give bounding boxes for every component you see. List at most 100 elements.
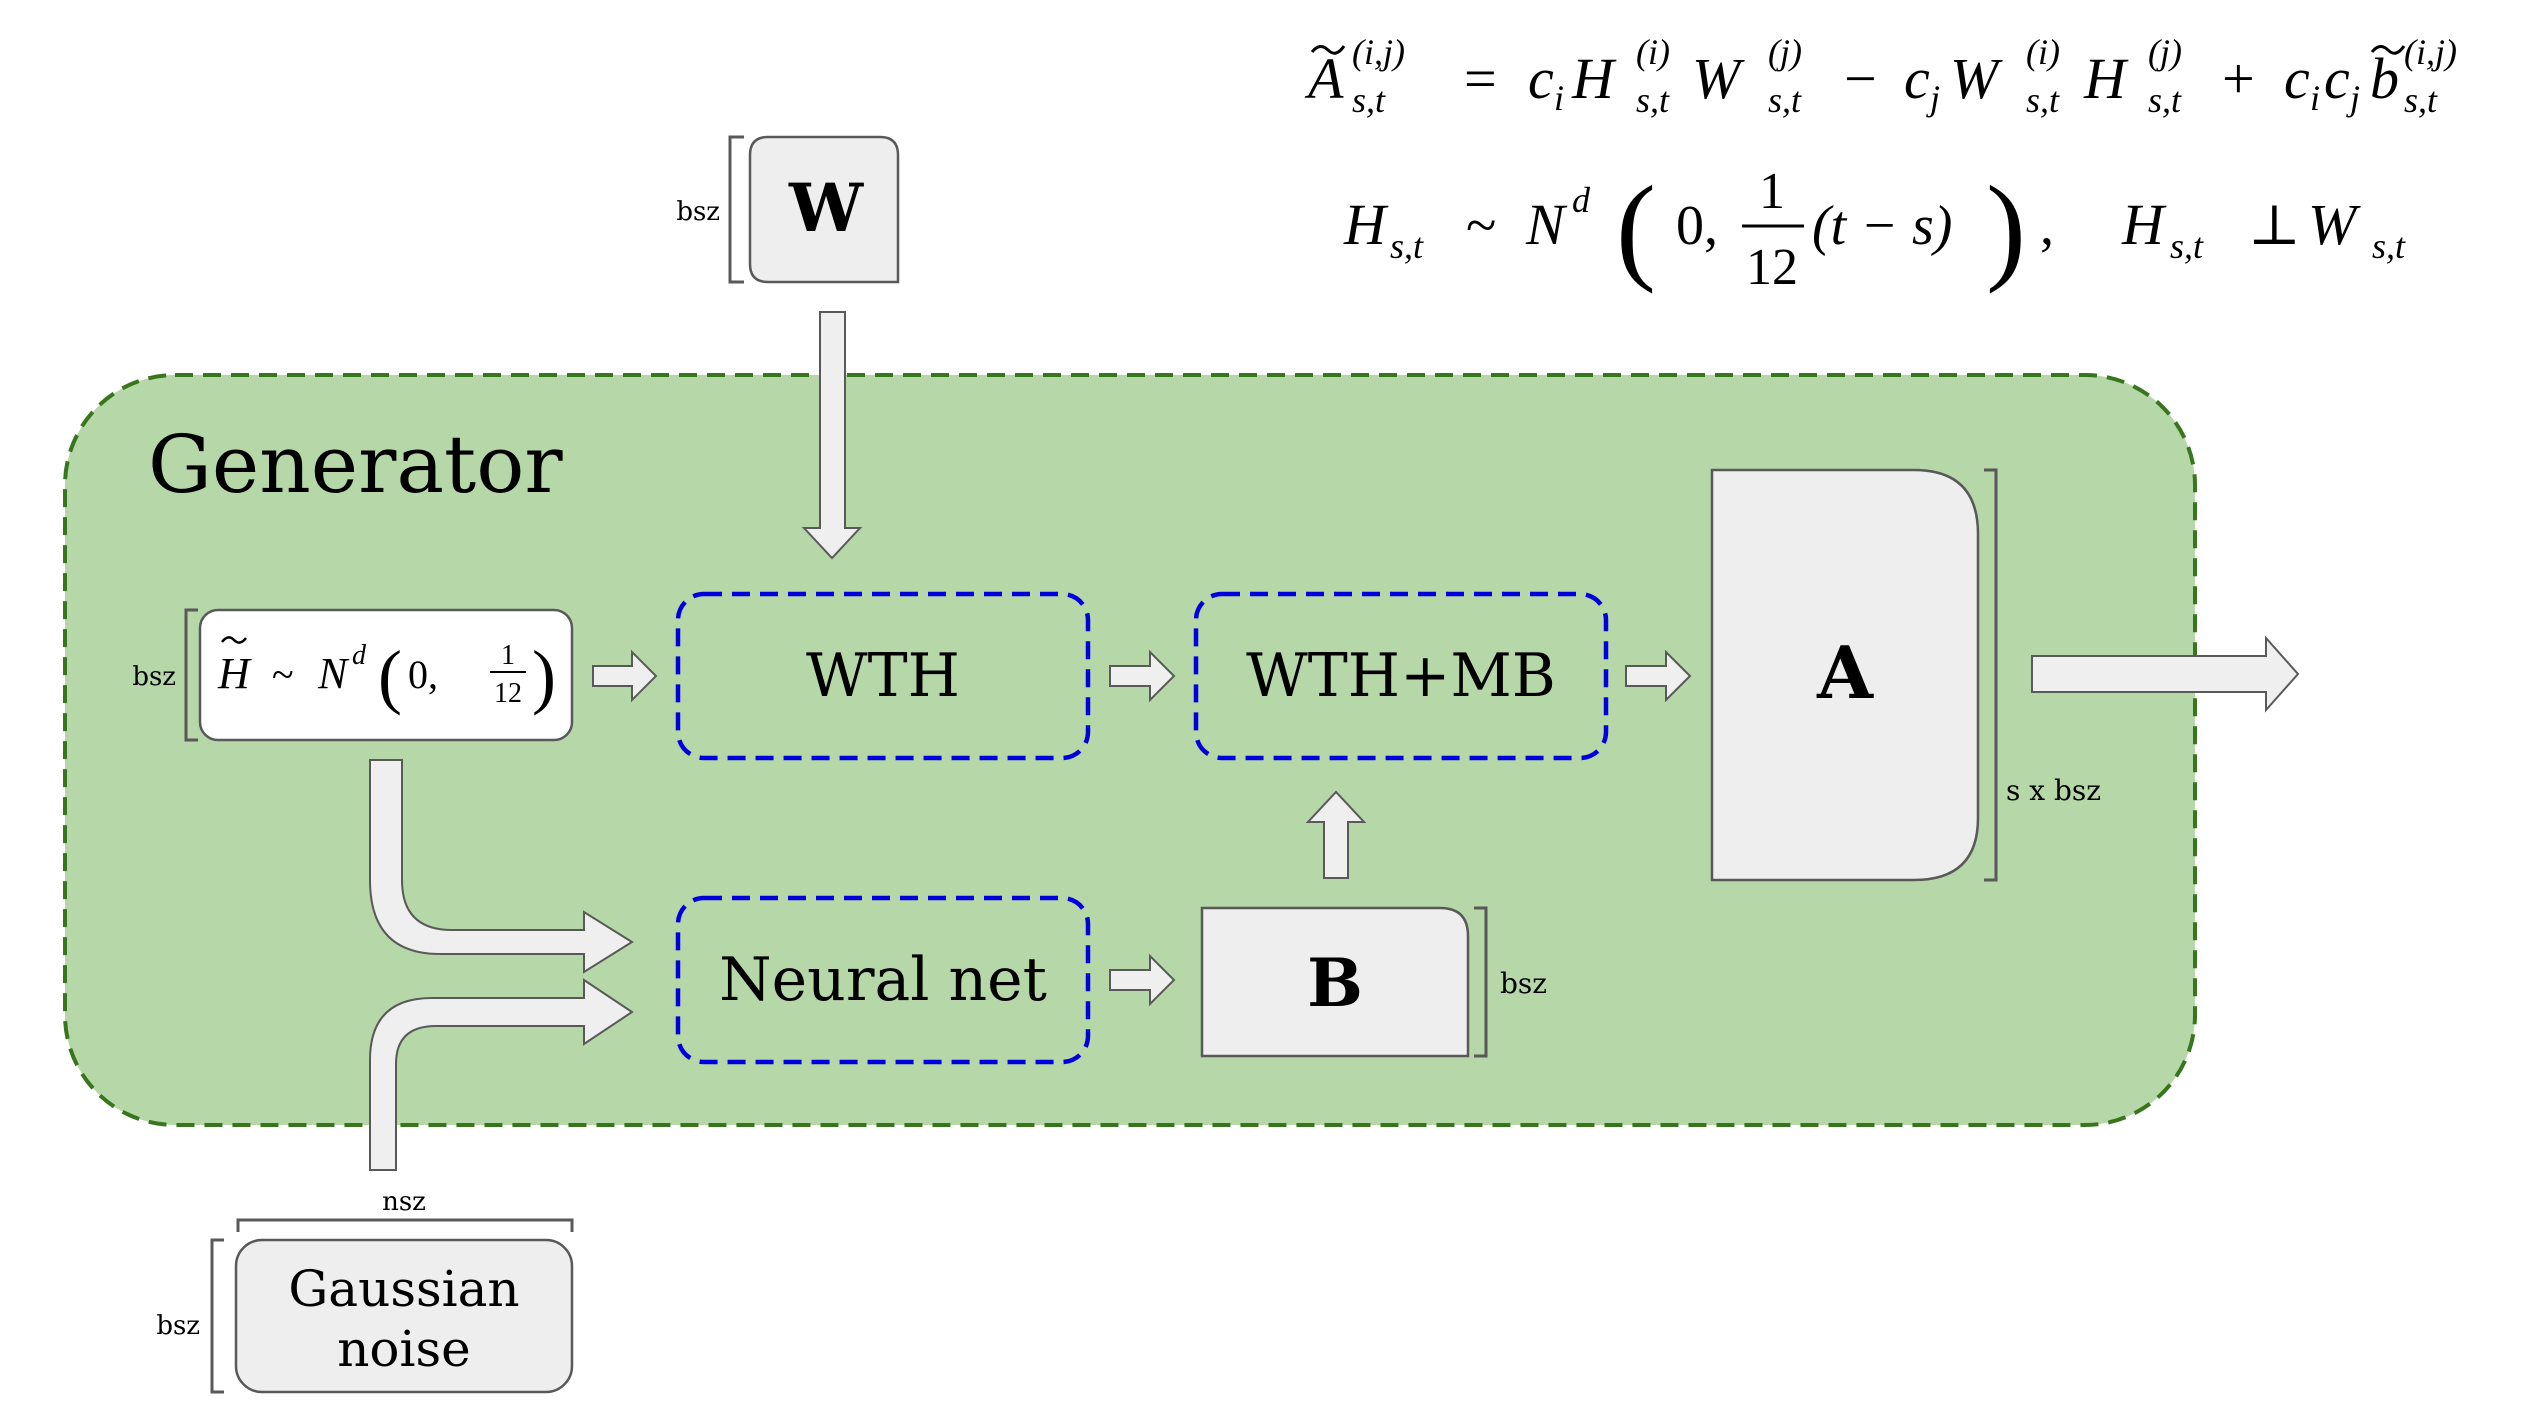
b-box xyxy=(1200,906,1470,1058)
eq2-w-sub: s,t xyxy=(2372,226,2406,266)
h-tilde xyxy=(221,636,247,644)
wth-label: WTH xyxy=(806,641,960,711)
h-frac-den: 12 xyxy=(494,678,522,709)
eq1-h1-sub: s,t xyxy=(1636,80,1670,120)
eq1-a: A xyxy=(1304,46,1344,111)
h-paren-close: ) xyxy=(532,636,556,716)
equation-2: H s,t ~ N d ( 0, 1 12 (t − s) ) , H s,t … xyxy=(1343,161,2406,296)
wthmb-node xyxy=(1193,591,1609,761)
h-paren-open: ( xyxy=(378,636,402,716)
eq1-w2: W xyxy=(1950,46,2003,111)
eq1-h2-sub: s,t xyxy=(2148,80,2182,120)
eq2-n: N xyxy=(1525,192,1568,257)
wth-node xyxy=(675,591,1091,761)
arrow-wth-to-wthmb xyxy=(1109,649,1176,703)
h-bracket xyxy=(184,608,198,742)
eq1-b-sup: (i,j) xyxy=(2404,32,2457,72)
noise-left-dim-label: bsz xyxy=(156,1311,200,1341)
eq1-h2-sup: (j) xyxy=(2148,32,2182,72)
eq1-w2-sup: (i) xyxy=(2026,32,2060,72)
arrow-h-to-nn xyxy=(369,759,634,974)
eq1-b-sub: s,t xyxy=(2404,80,2438,120)
h-symbol: H xyxy=(217,649,252,698)
w-box xyxy=(748,135,900,284)
equation-1: A (i,j) s,t = c i H (i) s,t W (j) s,t − … xyxy=(1304,32,2457,120)
eq2-frac-den: 12 xyxy=(1746,239,1798,296)
h-normal-n: N xyxy=(317,649,350,698)
eq2-h2: H xyxy=(2121,192,2167,257)
eq1-b-tilde xyxy=(2370,45,2406,55)
eq1-c4-sub: j xyxy=(2346,78,2360,118)
w-label: W xyxy=(788,169,864,247)
h-zero: 0, xyxy=(408,652,438,697)
b-dim-label: bsz xyxy=(1500,967,1547,1000)
w-dim-label: bsz xyxy=(676,197,720,227)
eq1-cj-sub: j xyxy=(1926,78,1940,118)
eq2-frac-num: 1 xyxy=(1759,163,1785,220)
eq2-h2-sub: s,t xyxy=(2170,226,2204,266)
eq1-c3: c xyxy=(2284,46,2310,111)
eq1-ci-sub: i xyxy=(1554,78,1564,118)
a-dim-label: s x bsz xyxy=(2006,774,2101,807)
eq2-sim: ~ xyxy=(1466,195,1496,257)
eq1-equals: = xyxy=(1464,46,1497,111)
eq1-ci: c xyxy=(1528,46,1554,111)
h-sim: ~ xyxy=(272,652,294,697)
eq1-w1: W xyxy=(1692,46,1745,111)
arrow-noise-to-nn xyxy=(369,978,634,1171)
eq2-n-sup: d xyxy=(1572,180,1591,220)
eq2-tail: (t − s) xyxy=(1812,195,1952,257)
eq1-a-sub: s,t xyxy=(1352,80,1386,120)
neural-net-label: Neural net xyxy=(719,945,1047,1015)
arrow-w-to-wth xyxy=(801,311,863,560)
h-sup-d: d xyxy=(352,640,367,671)
eq2-zero: 0, xyxy=(1676,195,1718,257)
eq1-cj: c xyxy=(1904,46,1930,111)
noise-top-bracket xyxy=(236,1218,574,1232)
eq1-h1-sup: (i) xyxy=(1636,32,1670,72)
eq1-a-sup: (i,j) xyxy=(1352,32,1405,72)
noise-left-bracket xyxy=(210,1238,224,1394)
eq1-c4: c xyxy=(2324,46,2350,111)
wthmb-label: WTH+MB xyxy=(1246,641,1556,711)
eq2-comma: , xyxy=(2040,195,2054,257)
noise-label-line1: Gaussian xyxy=(288,1260,519,1318)
noise-top-dim-label: nsz xyxy=(382,1187,426,1217)
b-bracket xyxy=(1474,906,1488,1058)
eq2-paren-close: ) xyxy=(1986,161,2026,294)
arrow-h-to-wth xyxy=(592,649,658,703)
gaussian-noise-box xyxy=(234,1238,574,1394)
eq2-perp: ⊥ xyxy=(2248,195,2301,257)
eq1-w2-sub: s,t xyxy=(2026,80,2060,120)
w-bracket xyxy=(728,135,744,284)
h-distribution-box xyxy=(198,608,574,742)
h-dim-label: bsz xyxy=(132,662,176,692)
eq2-h: H xyxy=(1343,192,1389,257)
a-box xyxy=(1710,468,1980,882)
b-label: B xyxy=(1307,944,1363,1022)
a-bracket xyxy=(1984,468,1998,882)
eq1-plus: + xyxy=(2222,46,2255,111)
eq1-c3-sub: i xyxy=(2310,78,2320,118)
eq1-minus: − xyxy=(1844,46,1877,111)
h-distribution-formula: H ~ N d ( 0, 1 12 ) xyxy=(217,636,556,716)
neural-net-node xyxy=(675,895,1091,1065)
arrow-a-output xyxy=(2031,635,2300,713)
eq1-w1-sup: (j) xyxy=(1768,32,1802,72)
h-frac-num: 1 xyxy=(501,640,515,671)
eq2-paren-open: ( xyxy=(1616,161,1656,294)
eq1-a-tilde xyxy=(1310,45,1346,55)
eq1-b: b xyxy=(2370,46,2399,111)
arrow-nn-to-b xyxy=(1109,953,1176,1007)
eq2-w: W xyxy=(2308,192,2361,257)
noise-label-line2: noise xyxy=(337,1320,471,1378)
a-label: A xyxy=(1816,630,1874,715)
generator-title: Generator xyxy=(148,418,563,511)
arrow-wthmb-to-a xyxy=(1625,649,1692,703)
eq1-w1-sub: s,t xyxy=(1768,80,1802,120)
arrow-b-to-wthmb xyxy=(1305,790,1367,879)
eq1-h2: H xyxy=(2083,46,2129,111)
eq2-h-sub: s,t xyxy=(1390,226,1424,266)
